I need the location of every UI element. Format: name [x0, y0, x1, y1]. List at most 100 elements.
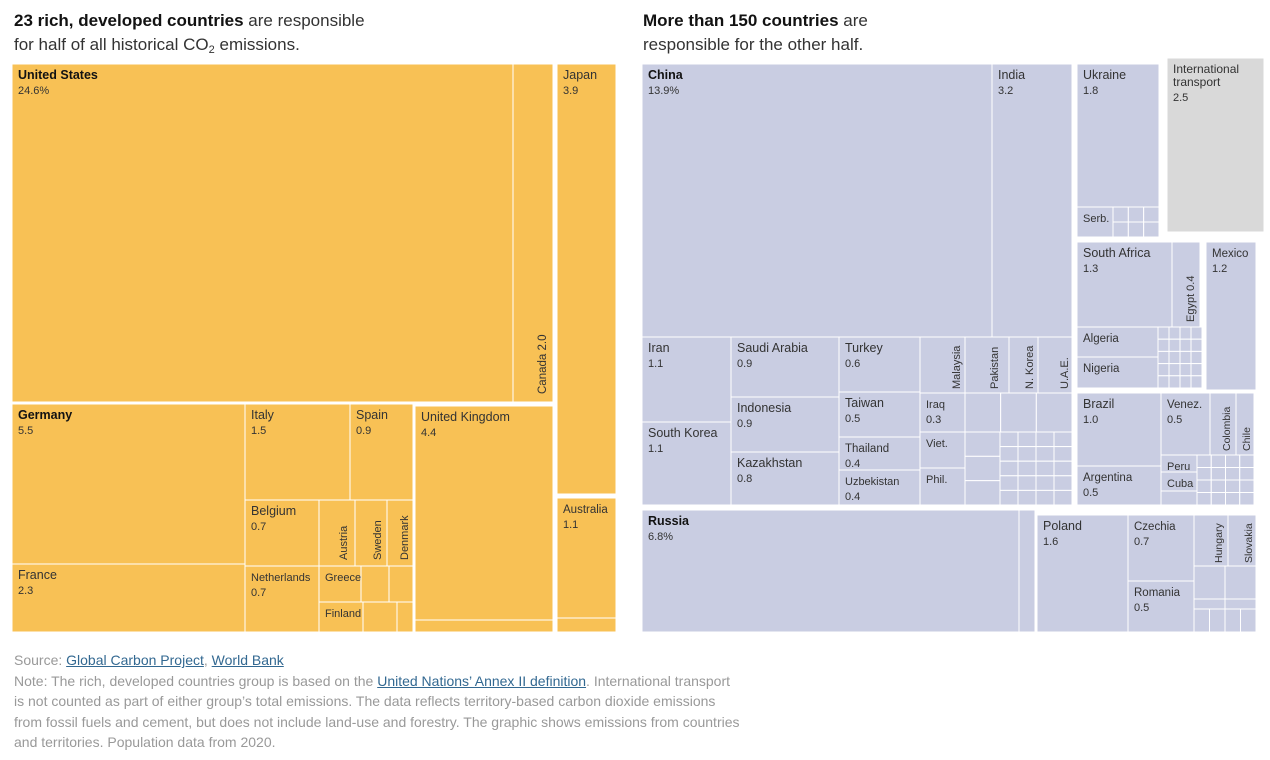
- value-russia: 6.8%: [648, 531, 673, 543]
- value-argentina: 0.5: [1083, 487, 1098, 499]
- label-japan: Japan: [563, 68, 597, 82]
- cell-south-korea: [641, 421, 732, 506]
- label-u-a-e: U.A.E.: [1059, 357, 1071, 389]
- value-uzbekistan: 0.4: [845, 491, 860, 503]
- left-chart-title: 23 rich, developed countries are respons…: [14, 11, 365, 56]
- label-pakistan: Pakistan: [989, 347, 1001, 389]
- label-russia: Russia: [648, 514, 690, 528]
- label-uzbekistan: Uzbekistan: [845, 476, 899, 488]
- label-international-transport: transport: [1173, 75, 1221, 89]
- label-malaysia: Malaysia: [951, 345, 963, 389]
- label-india: India: [998, 68, 1025, 82]
- cell-small: [1157, 375, 1170, 389]
- value-romania: 0.5: [1134, 602, 1149, 614]
- cell-small: [1209, 608, 1226, 633]
- cell-small: [1127, 221, 1145, 238]
- cell-argentina: [1076, 465, 1162, 506]
- cell-mexico: [1205, 241, 1257, 391]
- label-italy: Italy: [251, 408, 275, 422]
- cell-iraq: [919, 392, 966, 433]
- cell-romania: [1127, 580, 1195, 633]
- label-netherlands: Netherlands: [251, 572, 311, 584]
- cell-small: [1168, 338, 1181, 352]
- label-phil: Phil.: [926, 474, 947, 486]
- chart-notes: Source: Global Carbon Project, World Ban…: [14, 650, 744, 753]
- label-poland: Poland: [1043, 519, 1082, 533]
- value-south-africa: 1.3: [1083, 263, 1098, 275]
- source-link-world-bank[interactable]: World Bank: [211, 652, 284, 668]
- label-greece: Greece: [325, 572, 361, 584]
- cell-small: [1190, 363, 1203, 377]
- label-iran: Iran: [648, 341, 670, 355]
- label-ukraine: Ukraine: [1083, 68, 1126, 82]
- cell-italy: [244, 403, 351, 501]
- cell-international-transport: [1166, 57, 1265, 233]
- cell-small: [1157, 350, 1170, 365]
- cell-u-a-e: [1037, 336, 1073, 394]
- cell-serb: [1076, 206, 1114, 238]
- cell-small: [1168, 363, 1181, 377]
- value-china: 13.9%: [648, 85, 679, 97]
- cell-small: [1193, 565, 1226, 600]
- cell-france: [11, 563, 246, 633]
- cell-small: [1112, 206, 1129, 223]
- value-united-states: 24.6%: [18, 85, 49, 97]
- note-link-annex-ii[interactable]: United Nations’ Annex II definition: [377, 672, 587, 689]
- source-link-global-carbon-project[interactable]: Global Carbon Project: [66, 652, 204, 668]
- cell-indonesia: [730, 396, 840, 453]
- label-thailand: Thailand: [845, 443, 889, 455]
- cell-small: [1193, 608, 1210, 633]
- value-turkey: 0.6: [845, 358, 860, 370]
- note-text: Note: The rich, developed countries grou…: [14, 672, 740, 751]
- cell-united-states: [11, 63, 514, 403]
- cell-taiwan: [838, 391, 921, 438]
- cell-finland: [318, 601, 364, 633]
- cell-small: [1190, 350, 1203, 365]
- label-taiwan: Taiwan: [845, 396, 884, 410]
- value-iran: 1.1: [648, 358, 663, 370]
- label-venez: Venez.: [1167, 399, 1202, 411]
- cell-small: [1053, 446, 1073, 462]
- label-iraq: Iraq: [926, 399, 945, 411]
- cell-russia: [641, 509, 1020, 633]
- cell-small: [1035, 431, 1055, 448]
- label-kazakhstan: Kazakhstan: [737, 456, 802, 470]
- label-germany: Germany: [18, 408, 72, 422]
- label-peru: Peru: [1167, 461, 1190, 473]
- cell-small: [1035, 446, 1055, 462]
- value-netherlands: 0.7: [251, 587, 266, 599]
- label-algeria: Algeria: [1083, 333, 1119, 345]
- label-brazil: Brazil: [1083, 397, 1114, 411]
- cell-germany: [11, 403, 246, 565]
- cell-turkey: [838, 336, 921, 393]
- cell-small: [1112, 221, 1129, 238]
- cell-hungary: [1193, 514, 1229, 567]
- label-n-korea: N. Korea: [1024, 345, 1036, 389]
- value-australia: 1.1: [563, 519, 578, 531]
- cell-canada: [512, 63, 554, 403]
- cell-small: [1196, 467, 1212, 481]
- label-czechia: Czechia: [1134, 521, 1176, 533]
- cell-small: [999, 446, 1019, 462]
- cell-south-africa: [1076, 241, 1173, 328]
- cell-small: [999, 431, 1019, 448]
- source-line: Source: Global Carbon Project, World Ban…: [14, 652, 284, 668]
- cell-small: [1035, 460, 1055, 477]
- cell-small: [1053, 489, 1073, 506]
- label-canada: Canada 2.0: [537, 335, 549, 394]
- cell-small: [362, 601, 398, 633]
- cell-small: [1157, 363, 1170, 377]
- value-india: 3.2: [998, 85, 1013, 97]
- label-saudi-arabia: Saudi Arabia: [737, 341, 808, 355]
- label-egypt: Egypt 0.4: [1185, 276, 1197, 322]
- cell-spain: [349, 403, 414, 501]
- cell-czechia: [1127, 514, 1195, 582]
- cell-sweden: [354, 499, 388, 567]
- treemap-chart: United States 24.6% Canada 2.0 Japan 3.9 Aust…: [11, 57, 1265, 633]
- value-france: 2.3: [18, 585, 33, 597]
- cell-small: [1017, 446, 1037, 462]
- cell-small: [1224, 565, 1257, 600]
- cell-small: [1000, 392, 1037, 433]
- cell-united-kingdom: [414, 405, 554, 621]
- value-czechia: 0.7: [1134, 536, 1149, 548]
